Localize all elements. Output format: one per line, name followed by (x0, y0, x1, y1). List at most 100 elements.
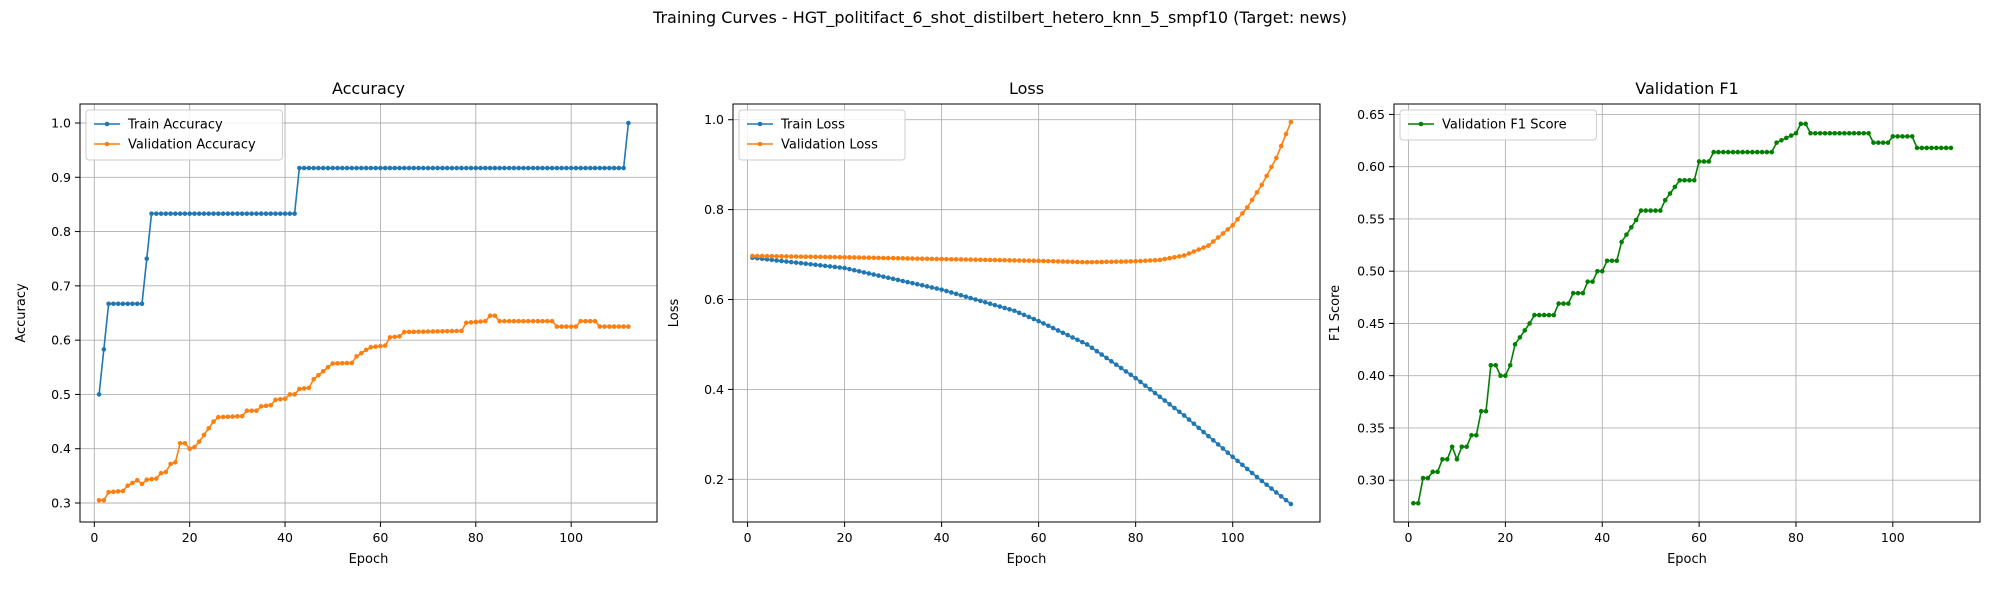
data-point (832, 264, 838, 270)
data-point (1788, 133, 1794, 138)
data-point (592, 318, 598, 324)
data-point (1283, 131, 1289, 137)
data-point (953, 291, 959, 297)
data-point (856, 255, 862, 260)
y-tick-label: 0.5 (51, 387, 71, 402)
x-axis-label: Epoch (1667, 552, 1707, 567)
data-point (626, 324, 631, 329)
data-point (1440, 457, 1445, 462)
data-point (905, 256, 910, 261)
data-point (215, 414, 221, 420)
y-tick-label: 0.35 (1357, 420, 1385, 435)
data-point (764, 253, 770, 259)
data-point (573, 165, 579, 171)
legend: Validation F1 Score (1399, 109, 1597, 141)
data-point (530, 318, 536, 324)
data-point (373, 344, 378, 349)
data-point (968, 295, 974, 301)
data-point (173, 459, 178, 465)
data-point (297, 165, 302, 171)
data-point (808, 254, 813, 260)
axes-frame (732, 103, 1321, 523)
data-point (1721, 149, 1726, 155)
data-point (944, 256, 949, 262)
data-point (611, 165, 617, 171)
data-point (784, 259, 789, 264)
x-tick-label: 100 (1881, 530, 1905, 545)
data-point (249, 211, 254, 216)
data-point (611, 324, 617, 329)
data-point (330, 165, 336, 171)
data-point (206, 211, 212, 216)
data-point (301, 165, 307, 171)
data-point (1240, 211, 1245, 216)
x-tick-label: 20 (837, 530, 853, 545)
data-point (890, 255, 896, 261)
data-point (764, 257, 770, 262)
data-point (1143, 383, 1148, 388)
data-point (1469, 432, 1474, 438)
data-point (978, 257, 983, 263)
data-point (973, 297, 978, 302)
data-point (540, 165, 545, 171)
data-point (1435, 469, 1440, 475)
data-point (339, 165, 345, 171)
data-point (516, 318, 522, 324)
data-point (1498, 373, 1503, 379)
data-point (320, 165, 326, 171)
data-point (511, 318, 517, 324)
y-tick-label: 0.65 (1357, 107, 1385, 122)
data-point (487, 165, 493, 171)
data-point (1929, 145, 1934, 151)
data-point (1123, 369, 1129, 374)
data-point (149, 211, 154, 216)
data-point (1138, 258, 1143, 264)
data-point (616, 324, 622, 329)
data-point (111, 301, 116, 307)
data-point (982, 257, 988, 263)
data-point (521, 318, 526, 324)
data-point (788, 259, 794, 265)
data-point (1181, 413, 1187, 418)
data-point (1425, 475, 1431, 481)
data-point (1696, 159, 1702, 164)
data-point (392, 334, 398, 340)
data-point (254, 211, 259, 216)
data-point (793, 254, 799, 259)
data-point (963, 257, 969, 262)
data-point (1474, 432, 1479, 438)
data-point (1109, 359, 1114, 364)
data-point (497, 318, 502, 324)
data-point (545, 318, 550, 324)
data-point (335, 165, 340, 171)
data-point (220, 211, 226, 216)
data-point (258, 211, 264, 216)
y-tick-label: 0.55 (1357, 211, 1385, 226)
data-point (578, 165, 583, 171)
data-point (798, 254, 804, 259)
data-point (1249, 470, 1255, 476)
data-point (949, 290, 954, 295)
data-point (1249, 197, 1255, 203)
data-point (535, 165, 541, 171)
data-point (430, 329, 436, 334)
data-point (1430, 469, 1436, 475)
data-point (1109, 259, 1114, 265)
data-point (602, 165, 607, 171)
data-point (881, 274, 886, 279)
data-point (813, 262, 818, 268)
data-point (583, 165, 588, 171)
data-point (876, 273, 881, 278)
data-point (511, 165, 517, 171)
x-tick-label: 80 (1788, 530, 1804, 545)
data-point (421, 329, 426, 334)
data-point (1813, 130, 1818, 136)
data-point (387, 335, 393, 340)
data-point (1934, 145, 1939, 151)
data-point (1449, 444, 1455, 450)
data-point (1026, 314, 1032, 320)
data-point (1264, 482, 1269, 488)
data-point (827, 264, 833, 269)
data-point (134, 477, 140, 483)
data-point (1007, 258, 1012, 263)
